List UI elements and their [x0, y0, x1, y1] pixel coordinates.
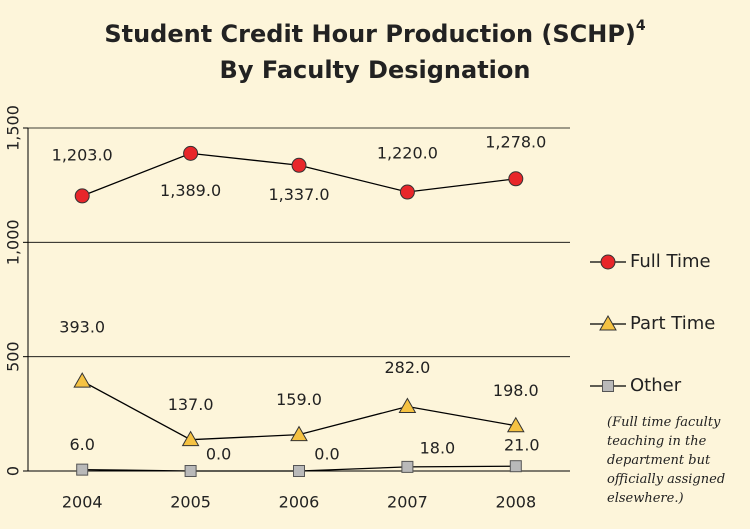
legend-marker	[600, 254, 616, 270]
title-text: Student Credit Hour Production (SCHP)	[104, 20, 636, 48]
legend-label: Other	[630, 375, 682, 396]
title-superscript: 4	[636, 18, 646, 34]
data-label: 1,278.0	[485, 132, 546, 151]
data-label: 393.0	[59, 318, 105, 337]
data-point	[181, 430, 200, 447]
data-point	[74, 188, 90, 204]
data-point	[184, 465, 197, 477]
x-tick-label: 2004	[62, 493, 103, 512]
data-point	[293, 465, 305, 477]
data-point	[76, 463, 89, 476]
x-tick-label: 2005	[170, 493, 211, 512]
chart-subtitle: By Faculty Designation	[220, 56, 531, 84]
x-tick-label: 2006	[279, 493, 320, 512]
legend-marker	[602, 380, 614, 392]
data-label: 21.0	[504, 436, 540, 455]
data-point	[508, 171, 524, 187]
data-label: 1,337.0	[268, 185, 329, 204]
y-tick-label: 500	[4, 341, 23, 372]
data-point	[506, 416, 525, 433]
data-point	[399, 184, 415, 200]
data-point	[401, 460, 414, 473]
data-point	[73, 372, 92, 388]
data-label: 0.0	[314, 445, 339, 464]
data-label: 137.0	[168, 395, 214, 414]
data-label: 6.0	[69, 435, 94, 454]
y-tick-label: 1,500	[4, 105, 23, 151]
x-tick-label: 2008	[495, 493, 536, 512]
legend-marker	[599, 314, 617, 331]
y-tick-label: 1,000	[4, 219, 23, 265]
data-label: 282.0	[384, 358, 430, 377]
data-label: 159.0	[276, 390, 322, 409]
data-point	[183, 145, 199, 161]
annotation: (Full time faculty teaching in the depar…	[607, 415, 726, 506]
data-label: 18.0	[420, 438, 456, 457]
legend-label: Part Time	[630, 313, 715, 334]
y-tick-label: 0	[4, 466, 23, 476]
data-label: 0.0	[206, 445, 231, 464]
data-point	[291, 157, 307, 173]
data-point	[290, 425, 308, 442]
chart-title: Student Credit Hour Production (SCHP)4	[104, 18, 646, 48]
data-label: 198.0	[493, 381, 539, 400]
data-label: 1,220.0	[377, 144, 438, 163]
data-label: 1,203.0	[52, 145, 113, 164]
legend-label: Full Time	[630, 251, 711, 272]
data-label: 1,389.0	[160, 181, 221, 200]
x-tick-label: 2007	[387, 493, 428, 512]
data-point	[509, 460, 522, 473]
data-point	[398, 397, 417, 414]
